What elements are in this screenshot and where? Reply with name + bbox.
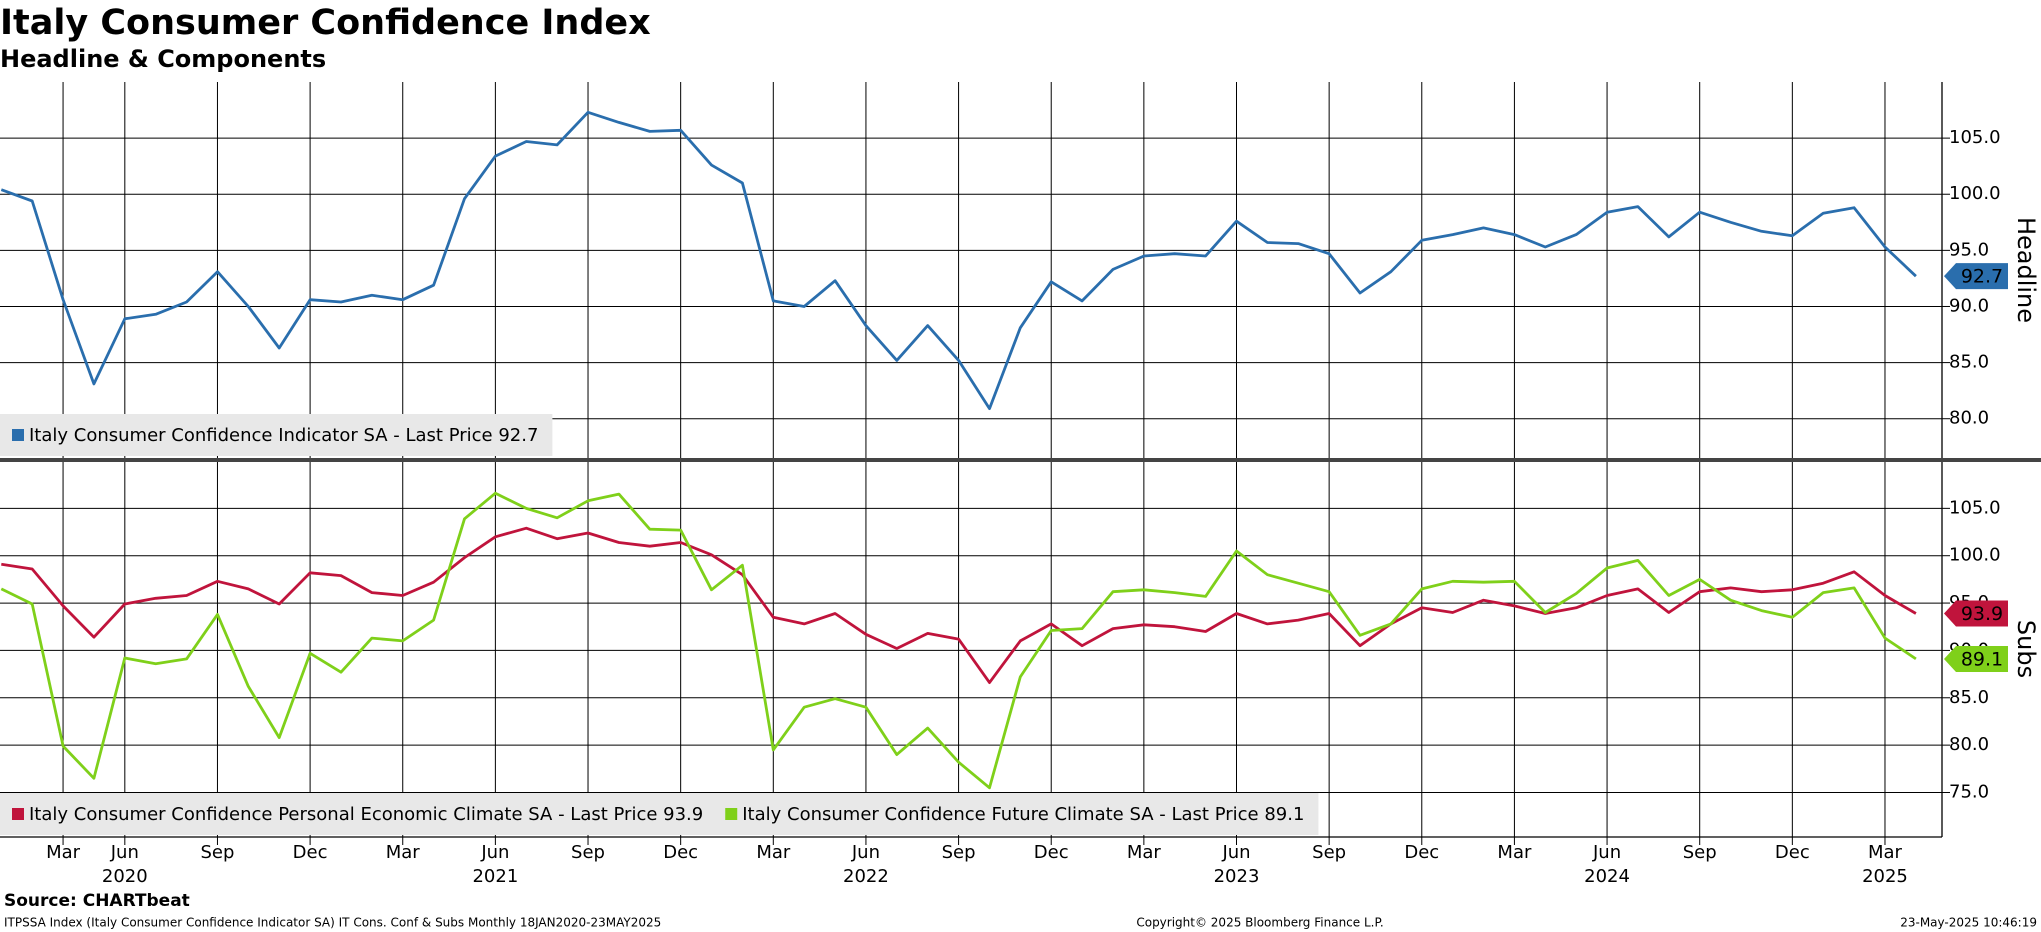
x-year-label: 2020 [102, 866, 148, 887]
x-tick-label: Jun [480, 842, 509, 863]
y-tick-label: 75.0 [1949, 781, 1989, 802]
x-tick-label: Sep [1312, 842, 1346, 863]
x-tick-label: Dec [293, 842, 328, 863]
x-tick-label: Dec [663, 842, 698, 863]
chart-title: Italy Consumer Confidence Index [0, 3, 651, 43]
x-tick-label: Dec [1404, 842, 1439, 863]
value-tag [1944, 645, 2008, 672]
source: Source: CHARTbeat [4, 891, 190, 911]
y-tick-label: 85.0 [1949, 352, 1989, 373]
x-tick-label: Mar [1868, 842, 1903, 863]
chart-subtitle: Headline & Components [0, 45, 326, 73]
legend-label: Italy Consumer Confidence Indicator SA -… [29, 425, 538, 446]
y-tick-label: 90.0 [1949, 295, 1989, 316]
x-tick-label: Mar [1127, 842, 1162, 863]
y-tick-label: 100.0 [1949, 183, 2001, 204]
panel: 75.080.085.090.095.0100.0105.0Subs93.989… [0, 461, 2040, 837]
legend-background [0, 793, 1319, 835]
value-tag-label: 92.7 [1961, 266, 2003, 288]
y-axis-title: Subs [2012, 620, 2040, 678]
x-tick-label: Sep [942, 842, 976, 863]
line-series [1, 526, 1917, 684]
x-year-label: 2023 [1214, 866, 1260, 887]
x-tick-label: Mar [1497, 842, 1532, 863]
x-tick-label: Sep [200, 842, 234, 863]
legend-swatch [12, 808, 24, 820]
x-year-label: 2022 [843, 866, 889, 887]
x-tick-label: Mar [46, 842, 81, 863]
y-tick-label: 100.0 [1949, 545, 2001, 566]
x-year-label: 2021 [472, 866, 518, 887]
legend-label: Italy Consumer Confidence Future Climate… [742, 804, 1304, 825]
y-tick-label: 105.0 [1949, 127, 2001, 148]
x-tick-label: Dec [1775, 842, 1810, 863]
line-series [0, 110, 1917, 410]
legend-swatch [12, 429, 24, 441]
x-tick-label: Jun [1221, 842, 1250, 863]
x-tick-label: Mar [756, 842, 791, 863]
line-series [0, 491, 1917, 790]
legend: Italy Consumer Confidence Personal Econo… [0, 793, 1319, 835]
y-tick-label: 85.0 [1949, 687, 1989, 708]
value-tag [1944, 263, 2008, 290]
footer-left: ITPSSA Index (Italy Consumer Confidence … [4, 916, 661, 930]
legend-background [0, 414, 553, 456]
y-tick-label: 80.0 [1949, 734, 1989, 755]
value-tag-label: 89.1 [1961, 648, 2003, 670]
x-tick-label: Jun [851, 842, 880, 863]
x-tick-label: Jun [110, 842, 139, 863]
x-tick-label: Sep [571, 842, 605, 863]
x-tick-label: Dec [1034, 842, 1069, 863]
legend-label: Italy Consumer Confidence Personal Econo… [29, 804, 703, 825]
x-year-label: 2024 [1584, 866, 1630, 887]
y-axis-title: Headline [2012, 217, 2040, 323]
x-year-label: 2025 [1862, 866, 1908, 887]
value-tag-label: 93.9 [1961, 603, 2003, 625]
y-tick-label: 95.0 [1949, 239, 1989, 260]
x-tick-label: Sep [1683, 842, 1717, 863]
panel: 80.0 85.0 90.0 95.0 100.0 105.0 Headline 92.7 [0, 82, 2040, 458]
footer-center: Copyright© 2025 Bloomberg Finance L.P. [1136, 916, 1383, 930]
y-tick-label: 80.0 [1949, 408, 1989, 429]
legend: Italy Consumer Confidence Indicator SA -… [0, 414, 553, 456]
y-tick-label: 105.0 [1949, 497, 2001, 518]
footer-right: 23-May-2025 10:46:19 [1900, 916, 2037, 930]
x-tick-label: Jun [1592, 842, 1621, 863]
x-tick-label: Mar [386, 842, 421, 863]
value-tag [1944, 600, 2008, 627]
legend-swatch [725, 808, 738, 820]
